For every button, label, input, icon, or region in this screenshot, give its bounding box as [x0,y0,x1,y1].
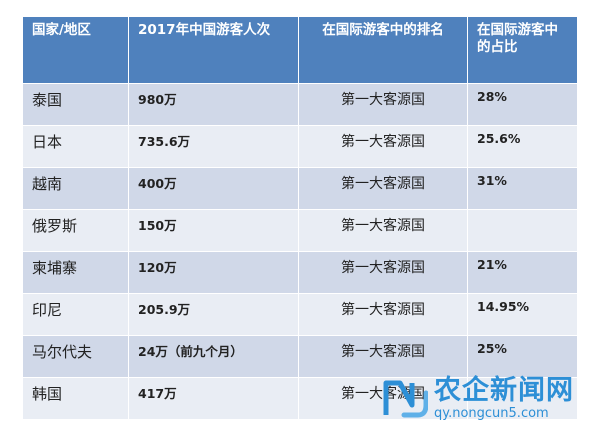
watermark-url: qy.nongcun5.com [434,405,549,421]
cell-visitors: 735.6万 [128,125,299,168]
site-watermark: 农企新闻网 qy.nongcun5.com [382,368,596,428]
cell-rank: 第一大客源国 [298,293,468,336]
cell-visitors: 205.9万 [128,293,299,336]
header-rank: 在国际游客中的排名 [298,16,468,84]
cell-visitors: 400万 [128,167,299,210]
cell-share [467,209,578,252]
cell-visitors: 980万 [128,83,299,126]
cell-visitors: 120万 [128,251,299,294]
table-row: 印尼 205.9万 第一大客源国 14.95% [22,293,578,336]
cell-rank: 第一大客源国 [298,167,468,210]
table-row: 柬埔寨 120万 第一大客源国 21% [22,251,578,294]
cell-share: 31% [467,167,578,210]
watermark-logo-icon [383,380,428,418]
cell-country: 柬埔寨 [22,251,129,294]
table-header-row: 国家/地区 2017年中国游客人次 在国际游客中的排名 在国际游客中的占比 [22,16,578,84]
cell-rank: 第一大客源国 [298,209,468,252]
cell-share: 28% [467,83,578,126]
table-row: 马尔代夫 24万（前九个月） 第一大客源国 25% [22,335,578,378]
cell-share: 25% [467,335,578,378]
cell-country: 俄罗斯 [22,209,129,252]
cell-share: 14.95% [467,293,578,336]
table-row: 越南 400万 第一大客源国 31% [22,167,578,210]
header-country: 国家/地区 [22,16,129,84]
tourism-table: 国家/地区 2017年中国游客人次 在国际游客中的排名 在国际游客中的占比 泰国… [22,16,578,420]
cell-country: 日本 [22,125,129,168]
table-row: 俄罗斯 150万 第一大客源国 [22,209,578,252]
cell-share: 21% [467,251,578,294]
cell-country: 韩国 [22,377,129,420]
header-visitors: 2017年中国游客人次 [128,16,299,84]
cell-share: 25.6% [467,125,578,168]
cell-visitors: 150万 [128,209,299,252]
cell-rank: 第一大客源国 [298,125,468,168]
table-row: 韩国 417万 第一大客源国 [22,377,578,420]
cell-country: 印尼 [22,293,129,336]
header-share: 在国际游客中的占比 [467,16,578,84]
cell-country: 越南 [22,167,129,210]
cell-rank: 第一大客源国 [298,377,468,420]
cell-visitors: 417万 [128,377,299,420]
watermark-title: 农企新闻网 [434,374,574,406]
cell-country: 泰国 [22,83,129,126]
table-row: 日本 735.6万 第一大客源国 25.6% [22,125,578,168]
tourism-table-container: 国家/地区 2017年中国游客人次 在国际游客中的排名 在国际游客中的占比 泰国… [22,16,578,420]
cell-rank: 第一大客源国 [298,83,468,126]
cell-rank: 第一大客源国 [298,251,468,294]
cell-visitors: 24万（前九个月） [128,335,299,378]
cell-country: 马尔代夫 [22,335,129,378]
cell-share [467,377,578,420]
table-row: 泰国 980万 第一大客源国 28% [22,83,578,126]
